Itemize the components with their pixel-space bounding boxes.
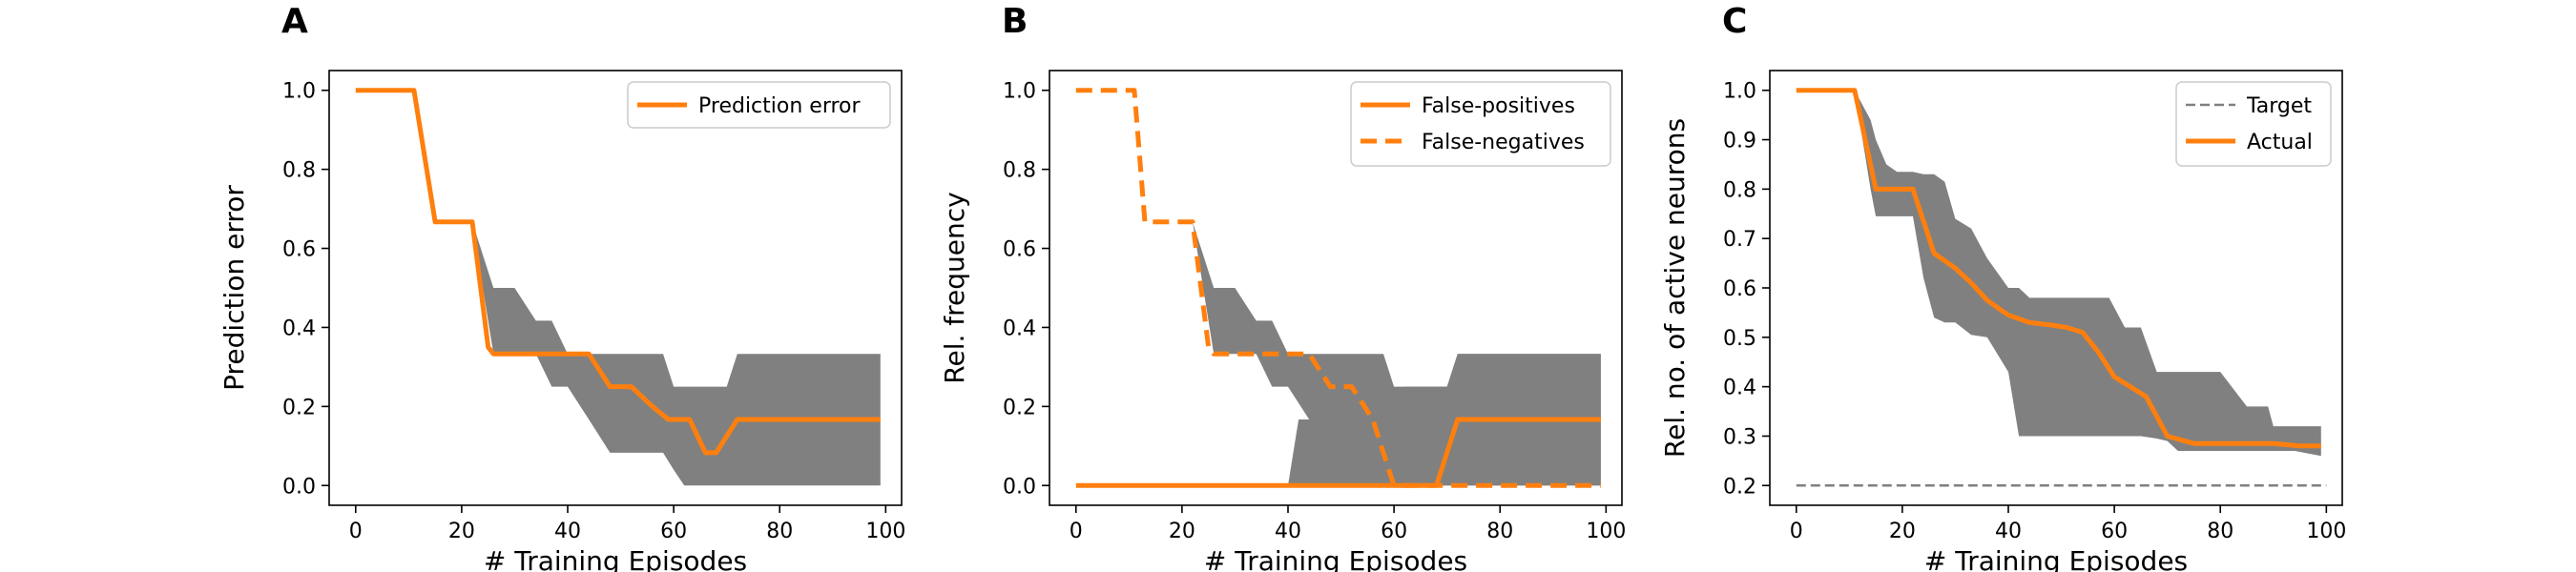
- y-tick-label: 0.0: [282, 475, 316, 499]
- series-line-actual: [1796, 88, 2321, 449]
- legend-box: [2175, 81, 2332, 167]
- legend-label: Actual: [2247, 131, 2313, 154]
- y-tick-label: 0.8: [282, 159, 316, 183]
- axes-frame: [1049, 70, 1623, 506]
- x-tick-label: 20: [448, 520, 475, 543]
- x-tick-label: 40: [554, 520, 581, 543]
- x-tick-label: 40: [1275, 520, 1301, 543]
- x-axis-label: # Training Episodes: [1924, 545, 2188, 572]
- y-tick-label: 0.4: [1723, 377, 1756, 400]
- x-tick-label: 100: [2306, 520, 2346, 543]
- y-tick-label: 0.8: [1003, 159, 1036, 183]
- x-axis-label: # Training Episodes: [484, 545, 747, 572]
- panel-letter: B: [1002, 2, 1028, 41]
- y-axis-label: Rel. frequency: [939, 192, 970, 383]
- panel-c: 0 20 40 60 80 100 0.2 0.3 0.4 0.5 0.6 0.7 0.8 0.9 1.0 #…: [1659, 2, 2346, 572]
- x-tick-label: 20: [1889, 520, 1916, 543]
- y-tick-label: 0.9: [1723, 130, 1756, 153]
- x-tick-label: 100: [1586, 520, 1626, 543]
- x-tick-label: 100: [865, 520, 905, 543]
- x-tick-label: 60: [1381, 520, 1407, 543]
- y-tick-label: 0.5: [1723, 327, 1756, 351]
- x-tick-label: 20: [1169, 520, 1195, 543]
- y-tick-label: 0.4: [282, 317, 316, 340]
- y-tick-label: 0.7: [1723, 228, 1756, 252]
- panel-letter: C: [1722, 2, 1747, 41]
- legend-label: Prediction error: [698, 94, 861, 118]
- legend-label: Target: [2246, 94, 2312, 118]
- panel-b: 0 20 40 60 80 100 0.0 0.2 0.4 0.6 0.8 1.0 # Training…: [939, 2, 1626, 572]
- series-line-false-negatives: [1075, 88, 1601, 488]
- x-tick-label: 0: [1070, 520, 1083, 543]
- y-tick-label: 0.2: [1723, 475, 1756, 499]
- legend-box: [627, 81, 891, 129]
- variability-band-0: [1854, 90, 2321, 457]
- y-tick-label: 1.0: [1723, 80, 1756, 104]
- x-tick-label: 40: [1995, 520, 2022, 543]
- x-tick-label: 0: [1790, 520, 1803, 543]
- y-tick-label: 0.6: [1003, 238, 1036, 262]
- series-line-prediction-error: [355, 88, 881, 456]
- x-tick-label: 60: [660, 520, 687, 543]
- x-tick-label: 0: [349, 520, 363, 543]
- y-tick-label: 0.6: [282, 238, 316, 262]
- panel-letter: A: [281, 2, 308, 41]
- x-tick-label: 60: [2101, 520, 2128, 543]
- y-axis-label: Prediction error: [218, 185, 250, 391]
- y-tick-label: 0.2: [1003, 396, 1036, 419]
- y-tick-label: 0.8: [1723, 178, 1756, 202]
- y-tick-label: 0.2: [282, 396, 316, 419]
- panel-a: 0 20 40 60 80 100 0.0 0.2 0.4 0.6 0.8 1.0 # Training…: [218, 2, 905, 572]
- x-tick-label: 80: [2207, 520, 2233, 543]
- x-tick-label: 80: [1486, 520, 1513, 543]
- x-axis-label: # Training Episodes: [1204, 545, 1467, 572]
- variability-band-1: [1288, 354, 1601, 486]
- y-tick-label: 1.0: [282, 80, 316, 104]
- axes-frame: [328, 70, 903, 506]
- y-tick-label: 0.6: [1723, 277, 1756, 301]
- y-tick-label: 0.4: [1003, 317, 1036, 340]
- legend-label: False-positives: [1422, 94, 1575, 118]
- legend-label: False-negatives: [1422, 131, 1585, 154]
- x-tick-label: 80: [766, 520, 793, 543]
- y-tick-label: 1.0: [1003, 80, 1036, 104]
- y-tick-label: 0.0: [1003, 475, 1036, 499]
- y-tick-label: 0.3: [1723, 425, 1756, 449]
- legend-box: [1350, 81, 1611, 167]
- y-axis-label: Rel. no. of active neurons: [1659, 118, 1691, 458]
